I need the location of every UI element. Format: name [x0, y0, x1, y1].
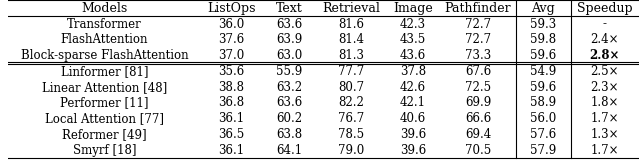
Text: 39.6: 39.6 — [400, 128, 426, 141]
Text: -: - — [603, 18, 607, 31]
Text: 1.3×: 1.3× — [591, 128, 619, 141]
Text: 63.6: 63.6 — [276, 18, 303, 31]
Text: Linformer [81]: Linformer [81] — [61, 65, 148, 78]
Text: 43.6: 43.6 — [400, 49, 426, 62]
Text: 1.8×: 1.8× — [591, 96, 619, 109]
Text: 70.5: 70.5 — [465, 144, 491, 157]
Text: 36.1: 36.1 — [218, 112, 244, 125]
Text: 35.6: 35.6 — [218, 65, 244, 78]
Text: ListOps: ListOps — [207, 2, 255, 15]
Text: 63.0: 63.0 — [276, 49, 303, 62]
Text: 80.7: 80.7 — [338, 81, 364, 94]
Text: 42.6: 42.6 — [400, 81, 426, 94]
Text: 58.9: 58.9 — [530, 96, 556, 109]
Text: Text: Text — [276, 2, 303, 15]
Text: FlashAttention: FlashAttention — [61, 33, 148, 46]
Text: Block-sparse FlashAttention: Block-sparse FlashAttention — [20, 49, 188, 62]
Text: 38.8: 38.8 — [218, 81, 244, 94]
Text: 37.8: 37.8 — [400, 65, 426, 78]
Text: 36.0: 36.0 — [218, 18, 244, 31]
Text: 63.6: 63.6 — [276, 96, 303, 109]
Text: 36.1: 36.1 — [218, 144, 244, 157]
Text: 63.8: 63.8 — [276, 128, 303, 141]
Text: 81.6: 81.6 — [338, 18, 364, 31]
Text: 2.3×: 2.3× — [591, 81, 619, 94]
Text: 2.5×: 2.5× — [591, 65, 619, 78]
Text: Speedup: Speedup — [577, 2, 633, 15]
Text: 40.6: 40.6 — [400, 112, 426, 125]
Text: 69.4: 69.4 — [465, 128, 491, 141]
Text: 1.7×: 1.7× — [591, 112, 619, 125]
Text: Avg: Avg — [531, 2, 555, 15]
Text: 43.5: 43.5 — [400, 33, 426, 46]
Text: Smyrf [18]: Smyrf [18] — [72, 144, 136, 157]
Text: Pathfinder: Pathfinder — [445, 2, 511, 15]
Text: Retrieval: Retrieval — [322, 2, 380, 15]
Text: Reformer [49]: Reformer [49] — [62, 128, 147, 141]
Text: Models: Models — [81, 2, 127, 15]
Text: 59.6: 59.6 — [530, 49, 556, 62]
Text: 81.4: 81.4 — [338, 33, 364, 46]
Text: 72.7: 72.7 — [465, 18, 491, 31]
Text: 76.7: 76.7 — [338, 112, 364, 125]
Text: 36.5: 36.5 — [218, 128, 244, 141]
Text: 2.4×: 2.4× — [591, 33, 619, 46]
Text: 1.7×: 1.7× — [591, 144, 619, 157]
Text: 73.3: 73.3 — [465, 49, 491, 62]
Text: 59.8: 59.8 — [530, 33, 556, 46]
Text: 67.6: 67.6 — [465, 65, 491, 78]
Text: 42.1: 42.1 — [400, 96, 426, 109]
Text: Image: Image — [393, 2, 433, 15]
Text: 36.8: 36.8 — [218, 96, 244, 109]
Text: 55.9: 55.9 — [276, 65, 303, 78]
Text: 60.2: 60.2 — [276, 112, 303, 125]
Text: 78.5: 78.5 — [338, 128, 364, 141]
Text: 79.0: 79.0 — [338, 144, 364, 157]
Text: 37.0: 37.0 — [218, 49, 244, 62]
Text: 63.2: 63.2 — [276, 81, 303, 94]
Text: 57.6: 57.6 — [530, 128, 556, 141]
Text: 72.7: 72.7 — [465, 33, 491, 46]
Text: 37.6: 37.6 — [218, 33, 244, 46]
Text: 59.3: 59.3 — [530, 18, 556, 31]
Text: 82.2: 82.2 — [338, 96, 364, 109]
Text: Linear Attention [48]: Linear Attention [48] — [42, 81, 167, 94]
Text: 77.7: 77.7 — [338, 65, 364, 78]
Text: 59.6: 59.6 — [530, 81, 556, 94]
Text: Transformer: Transformer — [67, 18, 141, 31]
Text: 66.6: 66.6 — [465, 112, 491, 125]
Text: 64.1: 64.1 — [276, 144, 303, 157]
Text: 54.9: 54.9 — [530, 65, 556, 78]
Text: 42.3: 42.3 — [400, 18, 426, 31]
Text: 2.8×: 2.8× — [589, 49, 620, 62]
Text: 72.5: 72.5 — [465, 81, 491, 94]
Text: 56.0: 56.0 — [530, 112, 556, 125]
Text: Local Attention [77]: Local Attention [77] — [45, 112, 164, 125]
Text: Performer [11]: Performer [11] — [60, 96, 148, 109]
Text: 81.3: 81.3 — [338, 49, 364, 62]
Text: 39.6: 39.6 — [400, 144, 426, 157]
Text: 63.9: 63.9 — [276, 33, 303, 46]
Text: 57.9: 57.9 — [530, 144, 556, 157]
Text: 69.9: 69.9 — [465, 96, 491, 109]
